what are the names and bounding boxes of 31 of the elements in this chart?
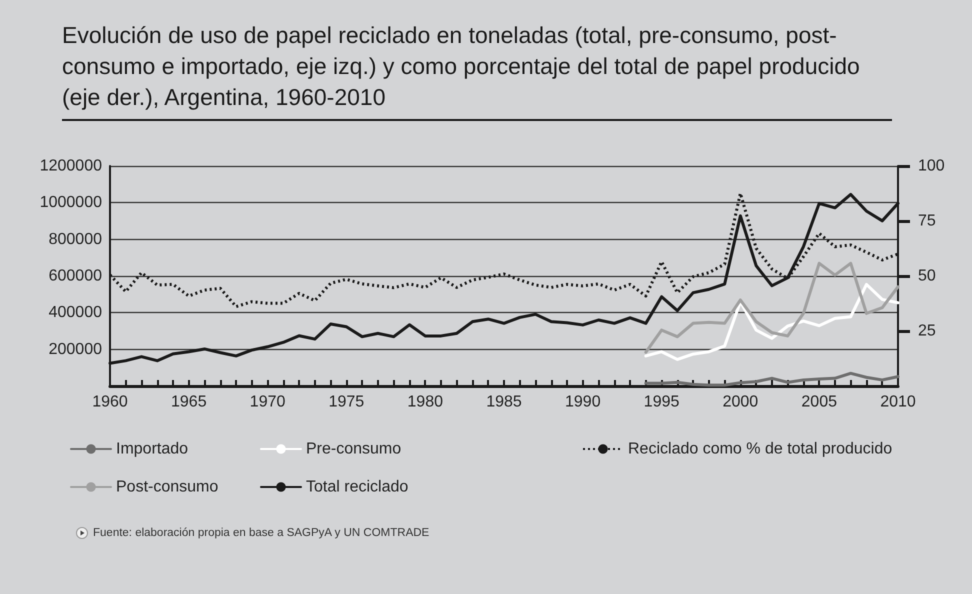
x-tick-label: 1970 bbox=[250, 394, 286, 410]
y-tick-label: 1200000 bbox=[40, 158, 102, 174]
y2-tick-label: 75 bbox=[918, 212, 936, 230]
x-tick-label: 1990 bbox=[565, 394, 601, 410]
chart-title: Evolución de uso de papel reciclado en toneladas (total, pre-consumo, post-consumo e importado, eje izq.) y como porcentaje del total de papel producido (eje der.), Argentina, 1960-2010 bbox=[62, 20, 892, 121]
y-tick-label: 1000000 bbox=[40, 194, 102, 212]
y2-tick-label: 25 bbox=[918, 322, 936, 340]
y2-tick-label: 100 bbox=[918, 158, 945, 174]
legend-label: Post-consumo bbox=[116, 478, 218, 496]
x-tick-label: 1965 bbox=[171, 394, 207, 410]
line-series bbox=[644, 262, 900, 354]
legend-label: Pre-consumo bbox=[306, 440, 402, 458]
x-tick-label: 2010 bbox=[880, 394, 916, 410]
legend-label: Reciclado como % de total producido bbox=[628, 440, 892, 458]
legend-label: Importado bbox=[116, 440, 188, 458]
legend-label: Total reciclado bbox=[306, 478, 408, 496]
x-tick-label: 2005 bbox=[801, 394, 838, 410]
y2-tick-label: 50 bbox=[918, 268, 936, 284]
x-tick-label: 1980 bbox=[407, 394, 444, 410]
y-tick-label: 400000 bbox=[48, 304, 102, 322]
x-tick-label: 1985 bbox=[486, 394, 522, 410]
x-tick-label: 2000 bbox=[722, 394, 758, 410]
x-tick-label: 1995 bbox=[644, 394, 680, 410]
x-tick-label: 1975 bbox=[328, 394, 364, 410]
x-tick-label: 1960 bbox=[92, 394, 128, 410]
line-series bbox=[644, 282, 900, 361]
source-note: Fuente: elaboración propia en base a SAGPyA y UN COMTRADE bbox=[93, 527, 430, 539]
line-series bbox=[644, 372, 900, 387]
y-tick-label: 200000 bbox=[48, 340, 102, 358]
y-tick-label: 600000 bbox=[48, 268, 102, 284]
y-tick-label: 800000 bbox=[48, 230, 102, 248]
